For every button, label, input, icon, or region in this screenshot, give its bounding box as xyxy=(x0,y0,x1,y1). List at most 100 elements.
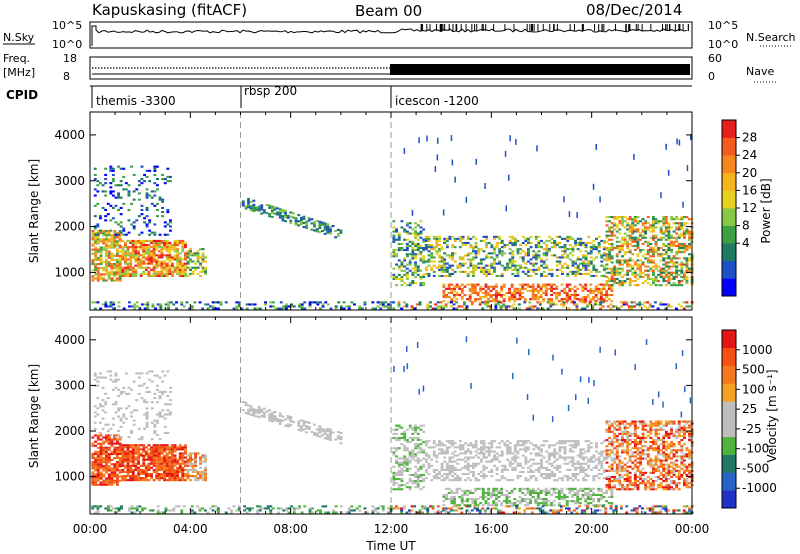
power-echo-cell xyxy=(126,254,130,257)
power-echo-cell xyxy=(94,238,97,241)
velocity-echo-cell xyxy=(451,464,454,467)
velocity-echo-cell xyxy=(107,481,111,484)
velocity-echo-cell xyxy=(194,460,197,463)
velocity-echo-cell xyxy=(419,473,423,476)
velocity-echo-cell xyxy=(392,432,396,435)
velocity-echo-cell xyxy=(118,442,122,445)
velocity-echo-cell xyxy=(150,438,154,441)
velocity-echo-cell xyxy=(163,456,166,459)
power-echo-cell xyxy=(495,285,498,288)
power-echo-cell xyxy=(662,267,666,270)
power-echo-cell xyxy=(568,298,572,301)
power-echo-cell xyxy=(176,270,180,273)
velocity-echo-cell xyxy=(107,477,111,480)
velocity-echo-cell xyxy=(129,470,133,473)
power-echo-cell xyxy=(173,239,177,242)
velocity-echo-cell xyxy=(131,464,135,467)
power-echo-cell xyxy=(610,300,614,303)
velocity-echo-cell xyxy=(315,428,319,431)
velocity-echo-cell xyxy=(408,486,412,489)
velocity-echo-cell xyxy=(516,442,520,445)
power-echo-cell xyxy=(613,267,617,270)
power-echo-cell xyxy=(654,226,658,229)
velocity-echo-cell xyxy=(482,444,486,447)
power-echo-cell xyxy=(245,303,249,306)
power-echo-cell xyxy=(670,271,673,274)
power-echo-cell xyxy=(526,289,530,292)
power-echo-cell xyxy=(440,258,444,261)
power-echo-cell xyxy=(490,262,494,265)
velocity-echo-cell xyxy=(600,442,604,445)
power-echo-cell xyxy=(257,209,261,212)
power-echo-cell xyxy=(126,270,130,273)
velocity-echo-cell xyxy=(268,409,272,412)
velocity-echo-cell xyxy=(113,467,117,470)
velocity-echo-cell xyxy=(158,413,162,416)
velocity-echo-cell xyxy=(477,452,481,455)
power-echo-cell xyxy=(414,232,417,235)
power-echo-cell xyxy=(563,289,567,292)
velocity-echo-cell xyxy=(106,397,110,400)
power-echo-cell xyxy=(132,221,136,224)
power-echo-cell xyxy=(639,234,642,237)
power-echo-cell xyxy=(675,218,679,221)
velocity-echo-cell xyxy=(574,462,577,465)
power-echo-cell xyxy=(443,241,447,244)
power-echo-cell xyxy=(625,303,629,306)
power-echo-cell xyxy=(129,256,133,259)
power-echo-cell xyxy=(448,254,452,257)
velocity-echo-cell xyxy=(336,435,340,438)
velocity-echo-cell xyxy=(99,471,103,474)
power-echo-cell xyxy=(657,220,660,223)
velocity-echo-cell xyxy=(178,452,182,455)
power-echo-cell xyxy=(544,285,548,288)
power-echo-cell xyxy=(405,303,409,306)
velocity-echo-cell xyxy=(424,444,428,447)
velocity-echo-cell xyxy=(482,473,486,476)
power-echo-cell xyxy=(173,266,177,269)
velocity-echo-cell xyxy=(589,442,593,445)
power-echo-cell xyxy=(610,277,614,280)
power-echo-cell xyxy=(435,246,439,249)
power-echo-cell xyxy=(553,254,557,257)
power-echo-cell xyxy=(685,280,689,283)
velocity-echo-cell xyxy=(493,440,496,443)
velocity-echo-cell xyxy=(524,442,528,445)
power-echo-cell xyxy=(482,250,486,253)
power-echo-cell xyxy=(605,289,609,292)
power-echo-cell xyxy=(137,192,141,195)
power-echo-cell xyxy=(524,272,528,275)
power-echo-cell xyxy=(153,223,157,226)
power-echo-cell xyxy=(683,244,686,247)
velocity-echo-cell xyxy=(132,423,136,426)
power-echo-cell xyxy=(639,267,642,270)
power-echo-cell xyxy=(140,182,144,185)
velocity-echo-cell xyxy=(550,475,554,478)
power-echo-cell xyxy=(631,253,635,256)
velocity-echo-cell xyxy=(150,460,153,463)
velocity-echo-cell xyxy=(116,481,119,484)
power-echo-cell xyxy=(468,298,472,301)
velocity-echo-cell xyxy=(160,458,164,461)
power-echo-cell xyxy=(517,303,521,306)
power-echo-cell xyxy=(511,258,515,261)
power-echo-cell xyxy=(563,246,567,249)
power-echo-cell xyxy=(438,237,441,240)
power-echo-cell xyxy=(621,244,624,247)
velocity-echo-cell xyxy=(161,415,165,418)
velocity-echo-cell xyxy=(184,468,187,471)
velocity-echo-cell xyxy=(466,456,470,459)
power-echo-cell xyxy=(466,272,470,275)
velocity-echo-cell xyxy=(313,423,316,426)
velocity-echo-cell xyxy=(506,448,509,451)
power-echo-cell xyxy=(589,248,593,251)
velocity-echo-cell xyxy=(163,479,166,482)
velocity-echo-cell xyxy=(547,473,551,476)
power-echo-cell xyxy=(443,268,447,271)
power-echo-cell xyxy=(521,283,525,286)
power-echo-cell xyxy=(104,173,108,176)
power-echo-cell xyxy=(466,274,470,277)
velocity-echo-cell xyxy=(104,411,108,414)
velocity-echo-cell xyxy=(400,467,404,470)
power-echo-cell xyxy=(529,262,533,265)
